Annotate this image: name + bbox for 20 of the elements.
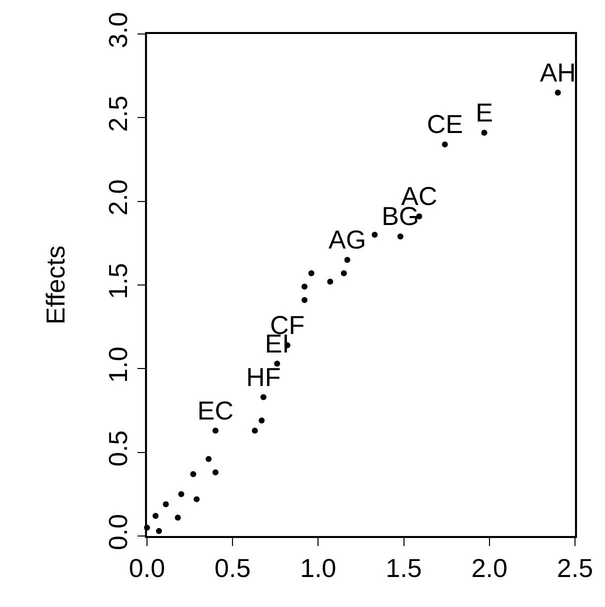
y-tick-label: 0.0 — [102, 514, 133, 550]
x-tick-label: 0.0 — [128, 552, 166, 583]
x-tick-label: 0.5 — [214, 552, 251, 583]
y-tick-label: 1.0 — [102, 346, 133, 383]
x-tick-label: 1.5 — [386, 552, 422, 583]
y-tick-label: 0.5 — [102, 430, 133, 467]
data-label: AH — [540, 57, 576, 88]
y-tick-label: 3.0 — [102, 12, 133, 48]
y-tick-label: 1.5 — [102, 263, 133, 300]
data-label: EC — [197, 395, 234, 426]
data-label: CE — [426, 109, 463, 140]
data-label: E — [476, 97, 493, 128]
x-tick-label: 2.5 — [556, 552, 594, 583]
y-tick-label: 2.0 — [102, 179, 133, 216]
data-label: HF — [246, 362, 281, 392]
data-label: AG — [328, 224, 366, 255]
y-tick-label: 2.5 — [102, 96, 133, 132]
y-axis-title: Effects — [40, 245, 71, 325]
x-tick-label: 1.0 — [300, 552, 336, 583]
x-tick-label: 2.0 — [471, 552, 508, 583]
